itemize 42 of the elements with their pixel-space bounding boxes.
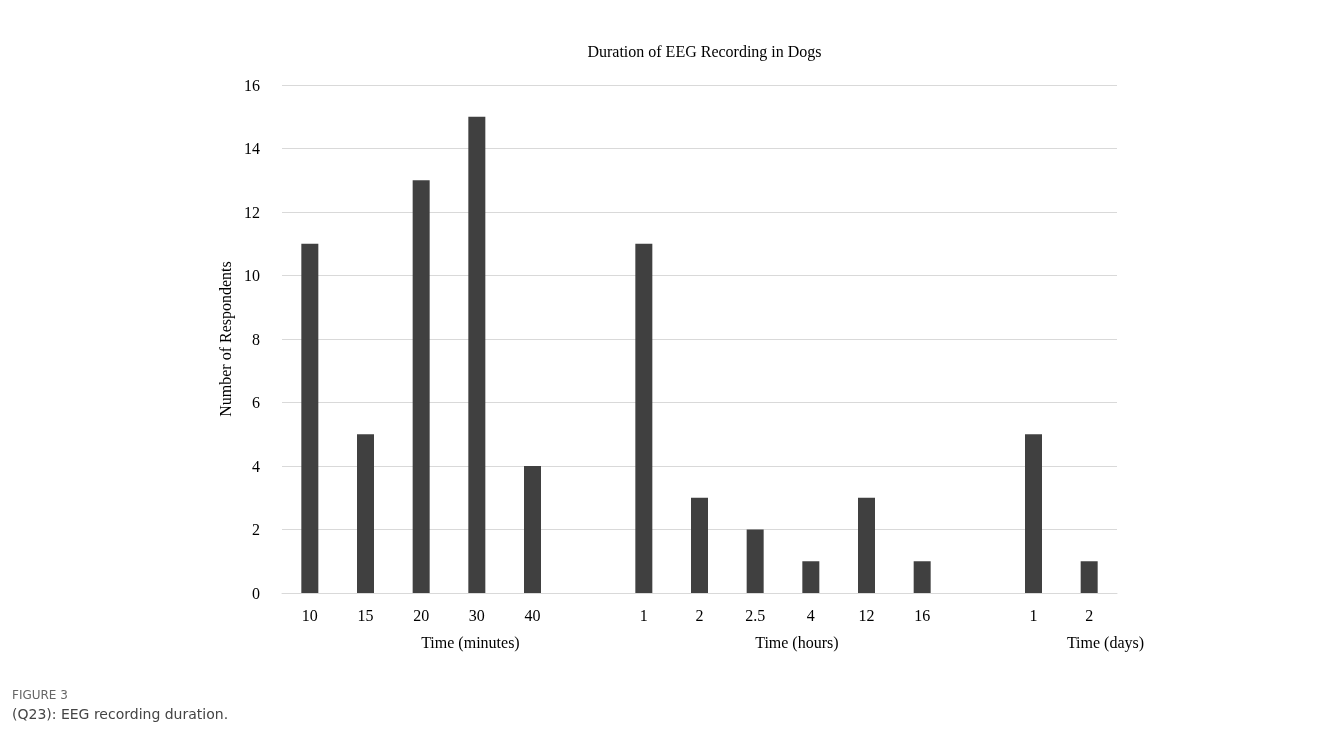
bar xyxy=(1080,561,1098,593)
x-tick-label: 12 xyxy=(858,606,875,624)
x-tick-label: 30 xyxy=(468,606,485,624)
caption: FIGURE 3 xyxy=(12,688,68,702)
bar xyxy=(802,561,820,593)
x-tick-label: 1 xyxy=(639,606,648,624)
bar xyxy=(1025,434,1042,593)
y-tick-label: 6 xyxy=(252,394,260,411)
text: Time (minutes) xyxy=(421,633,520,652)
y-tick-label: 4 xyxy=(252,457,260,475)
bar xyxy=(301,243,319,593)
y-tick-label: 12 xyxy=(244,203,260,221)
y-tick-label: 14 xyxy=(244,140,260,157)
x-tick-label: 10 xyxy=(301,606,318,624)
bar xyxy=(468,116,486,593)
x-tick-label: 40 xyxy=(524,606,541,624)
x-tick-label: 4 xyxy=(806,606,815,624)
y-tick-label: 2 xyxy=(252,521,260,538)
bar xyxy=(635,243,653,593)
y-axis-title: Number of Respondents xyxy=(216,261,235,417)
y-tick-label: 8 xyxy=(252,330,260,348)
x-tick-label: 20 xyxy=(413,606,430,624)
y-tick-label: 0 xyxy=(252,584,260,602)
x-tick-label: 1 xyxy=(1029,606,1038,624)
bar xyxy=(913,561,931,593)
text: Time (days) xyxy=(1066,633,1145,652)
x-tick-label: 2 xyxy=(1085,606,1094,624)
bar xyxy=(524,466,541,593)
bar xyxy=(412,180,430,593)
bar xyxy=(746,529,764,593)
x-tick-label: 16 xyxy=(914,606,931,624)
y-tick-label: 10 xyxy=(244,267,260,284)
text: (Q23): EEG recording duration. xyxy=(12,706,229,722)
bar xyxy=(858,497,875,593)
bar xyxy=(357,434,374,593)
x-tick-label: 15 xyxy=(357,606,374,624)
chart-title: Duration of EEG Recording in Dogs xyxy=(587,42,822,61)
y-tick-label: 16 xyxy=(244,76,260,94)
x-tick-label: 2.5 xyxy=(745,606,766,624)
bar xyxy=(691,497,708,593)
x-tick-label: 2 xyxy=(695,606,704,624)
text: Time (hours) xyxy=(755,633,839,652)
